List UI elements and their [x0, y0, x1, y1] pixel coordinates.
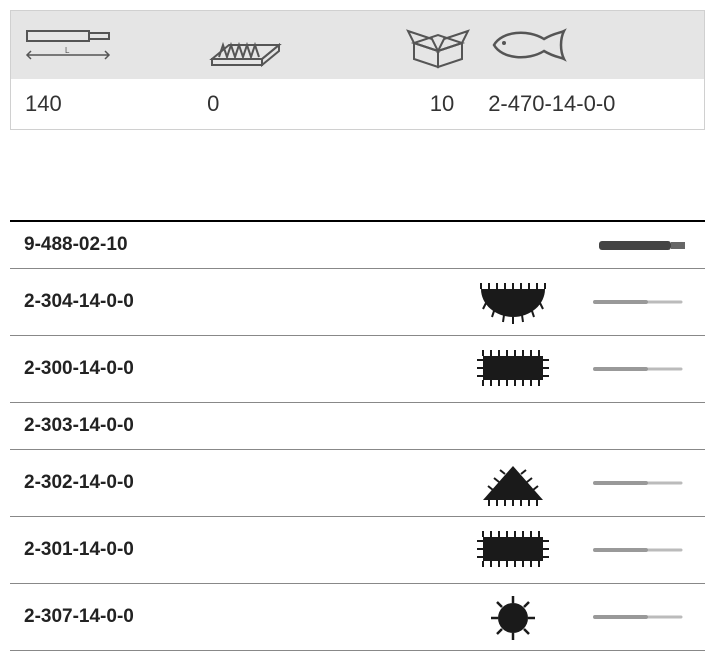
col-cut — [193, 11, 353, 80]
file-thumbnail-icon — [591, 471, 687, 495]
col-code — [474, 11, 704, 80]
table-row: 9-488-02-10 — [10, 221, 705, 269]
length-value: 140 — [11, 79, 194, 130]
spec-row: 140 0 10 2-470-14-0-0 — [11, 79, 705, 130]
table-row: 2-304-14-0-0 — [10, 269, 705, 336]
file-thumbnail-icon — [591, 290, 687, 314]
profile-icon-cell — [459, 517, 577, 584]
profile-icon-cell — [459, 584, 577, 651]
box-icon — [406, 21, 470, 69]
thumbnail-cell — [577, 269, 705, 336]
part-code: 2-301-14-0-0 — [10, 517, 459, 584]
part-code: 2-304-14-0-0 — [10, 269, 459, 336]
fish-icon — [488, 25, 568, 65]
col-length: L — [11, 11, 194, 80]
code-value: 2-470-14-0-0 — [474, 79, 704, 130]
table-row: 2-307-14-0-0 — [10, 584, 705, 651]
parts-table: 9-488-02-102-304-14-0-02-300-14-0-02-303… — [10, 220, 705, 651]
cut-value: 0 — [193, 79, 353, 130]
flat-profile-icon — [473, 346, 553, 392]
triangle-profile-icon — [473, 460, 553, 506]
spec-table: L — [10, 10, 705, 130]
table-row: 2-300-14-0-0 — [10, 336, 705, 403]
file-thumbnail-icon — [591, 538, 687, 562]
svg-text:L: L — [65, 46, 70, 55]
table-row: 2-301-14-0-0 — [10, 517, 705, 584]
flat-profile-icon — [473, 527, 553, 573]
thumbnail-cell — [577, 336, 705, 403]
part-code: 2-302-14-0-0 — [10, 450, 459, 517]
part-code: 2-307-14-0-0 — [10, 584, 459, 651]
thumbnail-cell — [577, 584, 705, 651]
file-thumbnail-icon — [591, 357, 687, 381]
thumbnail-cell — [577, 517, 705, 584]
table-row: 2-303-14-0-0 — [10, 403, 705, 450]
round-profile-icon — [473, 594, 553, 640]
col-box — [353, 11, 474, 80]
length-icon: L — [25, 27, 120, 63]
halfround-profile-icon — [473, 279, 553, 325]
handle-thumbnail-icon — [591, 233, 687, 257]
thumbnail-cell — [577, 450, 705, 517]
box-value: 10 — [353, 79, 474, 130]
profile-icon-cell — [459, 403, 577, 450]
profile-icon-cell — [459, 450, 577, 517]
profile-icon-cell — [459, 221, 577, 269]
table-row: 2-302-14-0-0 — [10, 450, 705, 517]
thumbnail-cell — [577, 403, 705, 450]
profile-icon-cell — [459, 269, 577, 336]
file-thumbnail-icon — [591, 605, 687, 629]
thumbnail-cell — [577, 221, 705, 269]
part-code: 2-303-14-0-0 — [10, 403, 459, 450]
profile-icon-cell — [459, 336, 577, 403]
cut-icon — [207, 21, 287, 69]
part-code: 2-300-14-0-0 — [10, 336, 459, 403]
part-code: 9-488-02-10 — [10, 221, 459, 269]
